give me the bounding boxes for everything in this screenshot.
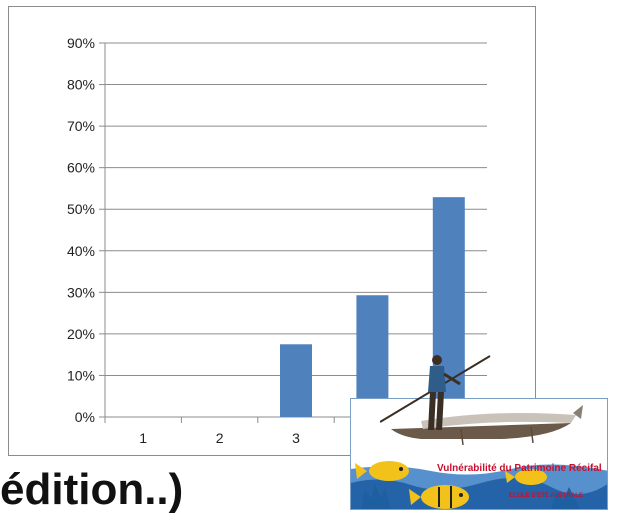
caption-text: édition..) (0, 465, 184, 514)
y-tick-label: 10% (67, 367, 95, 383)
logo-subtitle: ECOLE D'ETE AUSTRALE (509, 493, 583, 499)
fisherman-illustration (380, 355, 491, 430)
y-tick-label: 50% (67, 201, 95, 217)
y-tick-label: 20% (67, 326, 95, 342)
logo-title: Vulnérabilité du Patrimoine Récifal (437, 463, 602, 474)
y-tick-label: 0% (75, 409, 95, 425)
bar-4 (356, 295, 389, 417)
y-tick-label: 70% (67, 118, 95, 134)
bar-3 (280, 344, 312, 417)
y-tick-label: 60% (67, 160, 95, 176)
x-tick-label: 1 (139, 430, 147, 446)
chart-frame: 0%10%20%30%40%50%60%70%80%90%12345 (8, 6, 536, 456)
y-tick-label: 30% (67, 284, 95, 300)
logo-illustration: Vulnérabilité du Patrimoine Récifal ECOL… (351, 399, 607, 509)
y-tick-label: 40% (67, 243, 95, 259)
x-tick-label: 2 (216, 430, 224, 446)
y-tick-label: 80% (67, 77, 95, 93)
logo-card: Vulnérabilité du Patrimoine Récifal ECOL… (350, 398, 608, 510)
x-tick-label: 3 (292, 430, 300, 446)
y-tick-label: 90% (67, 35, 95, 51)
